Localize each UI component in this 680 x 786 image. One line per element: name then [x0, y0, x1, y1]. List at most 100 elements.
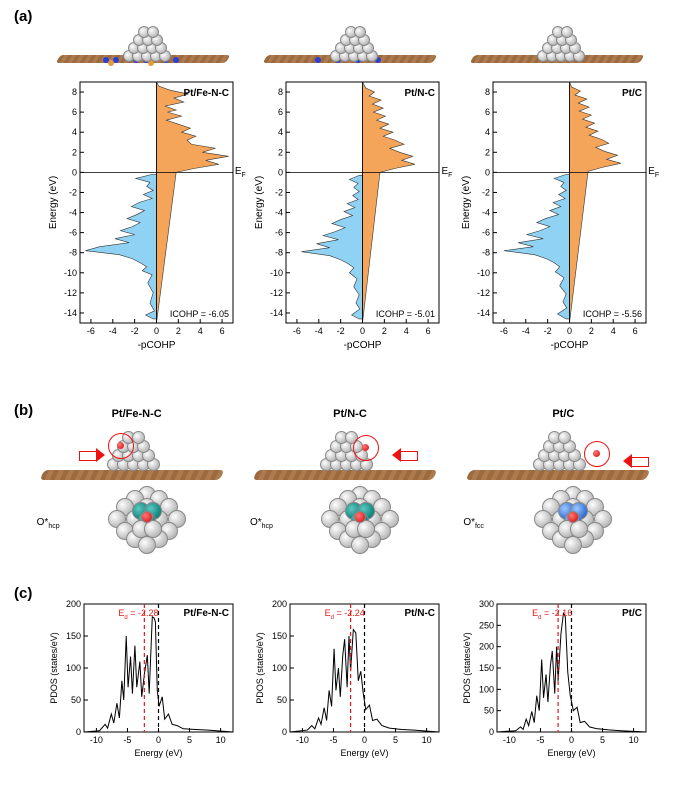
svg-text:-5: -5 [537, 735, 545, 745]
ef-label: EF [441, 166, 452, 179]
struct-a-2 [467, 20, 647, 70]
svg-text:100: 100 [272, 663, 287, 673]
row-cohp: -14-12-10-8-6-4-202468-6-4-20246Pt/Fe-N-… [40, 76, 660, 361]
svg-text:-14: -14 [477, 308, 490, 318]
svg-text:-8: -8 [69, 248, 77, 258]
svg-text:-10: -10 [296, 735, 309, 745]
svg-text:-4: -4 [482, 208, 490, 218]
figure-page: (a) (b) (c) -14-12-10-8-6-4-202468-6-4-2… [0, 0, 680, 786]
svg-text:Ed = -2.24: Ed = -2.24 [325, 608, 365, 621]
svg-text:0: 0 [76, 727, 81, 737]
svg-text:Energy (eV): Energy (eV) [48, 176, 59, 229]
svg-text:0: 0 [154, 326, 159, 336]
svg-text:Pt/N-C: Pt/N-C [405, 88, 436, 99]
struct-b-0: O*hcp [37, 420, 227, 540]
ef-label: EF [235, 166, 246, 179]
label-a: (a) [14, 8, 32, 25]
pdos-0: 050100150200-10-50510Pt/Fe-N-CEd = -2.28… [46, 598, 241, 763]
svg-text:0: 0 [72, 167, 77, 177]
svg-text:Pt/C: Pt/C [622, 88, 642, 99]
svg-text:6: 6 [426, 326, 431, 336]
svg-text:150: 150 [272, 631, 287, 641]
top-cluster [319, 488, 399, 558]
o-site-label: O*hcp [250, 517, 273, 530]
o-site-label: O*hcp [37, 517, 60, 530]
top-cluster [532, 488, 612, 558]
svg-text:10: 10 [629, 735, 639, 745]
svg-text:Ed = -2.16: Ed = -2.16 [532, 608, 572, 621]
svg-text:-10: -10 [90, 735, 103, 745]
struct-b-wrap-1: Pt/N-C O*hcp [250, 408, 450, 540]
cohp-2: -14-12-10-8-6-4-202468-6-4-20246Pt/CICOH… [459, 76, 654, 361]
svg-text:2: 2 [382, 326, 387, 336]
svg-text:6: 6 [633, 326, 638, 336]
svg-text:-2: -2 [275, 187, 283, 197]
svg-text:50: 50 [71, 695, 81, 705]
pdos-2: 050100150200250300-10-50510Pt/CEd = -2.1… [459, 598, 654, 763]
svg-text:-8: -8 [275, 248, 283, 258]
svg-text:8: 8 [72, 87, 77, 97]
title-b-2: Pt/C [463, 408, 663, 420]
title-b-0: Pt/Fe-N-C [37, 408, 237, 420]
svg-text:-4: -4 [522, 326, 530, 336]
svg-text:-6: -6 [87, 326, 95, 336]
svg-text:-8: -8 [482, 248, 490, 258]
svg-text:-5: -5 [330, 735, 338, 745]
row-pdos: 050100150200-10-50510Pt/Fe-N-CEd = -2.28… [40, 598, 660, 763]
svg-text:PDOS (states/eV): PDOS (states/eV) [255, 632, 265, 704]
svg-text:0: 0 [567, 326, 572, 336]
svg-text:-pCOHP: -pCOHP [137, 340, 175, 351]
svg-text:4: 4 [404, 326, 409, 336]
svg-text:0: 0 [489, 727, 494, 737]
svg-text:-2: -2 [482, 187, 490, 197]
svg-text:6: 6 [219, 326, 224, 336]
svg-text:Pt/Fe-N-C: Pt/Fe-N-C [183, 608, 229, 619]
svg-text:2: 2 [589, 326, 594, 336]
svg-text:200: 200 [66, 599, 81, 609]
svg-text:ICOHP = -5.56: ICOHP = -5.56 [583, 309, 642, 319]
svg-text:100: 100 [479, 684, 494, 694]
svg-text:0: 0 [156, 735, 161, 745]
cohp-0: -14-12-10-8-6-4-202468-6-4-20246Pt/Fe-N-… [46, 76, 241, 361]
svg-text:10: 10 [422, 735, 432, 745]
ef-label: EF [648, 166, 659, 179]
svg-text:0: 0 [278, 167, 283, 177]
svg-text:-10: -10 [477, 268, 490, 278]
svg-text:Energy (eV): Energy (eV) [548, 748, 596, 758]
svg-text:4: 4 [278, 127, 283, 137]
svg-text:100: 100 [66, 663, 81, 673]
pdos-1: 050100150200-10-50510Pt/N-CEd = -2.24PDO… [252, 598, 447, 763]
svg-text:150: 150 [66, 631, 81, 641]
svg-text:Pt/Fe-N-C: Pt/Fe-N-C [183, 88, 229, 99]
svg-text:-6: -6 [500, 326, 508, 336]
svg-text:ICOHP = -5.01: ICOHP = -5.01 [376, 309, 435, 319]
svg-text:0: 0 [282, 727, 287, 737]
top-cluster [106, 488, 186, 558]
svg-text:-6: -6 [482, 228, 490, 238]
svg-text:300: 300 [479, 599, 494, 609]
svg-text:10: 10 [215, 735, 225, 745]
svg-text:Energy (eV): Energy (eV) [341, 748, 389, 758]
svg-text:2: 2 [278, 147, 283, 157]
svg-text:Energy (eV): Energy (eV) [254, 176, 265, 229]
svg-text:Pt/N-C: Pt/N-C [405, 608, 436, 619]
svg-text:0: 0 [362, 735, 367, 745]
svg-text:-14: -14 [270, 308, 283, 318]
struct-b-wrap-0: Pt/Fe-N-C O*hcp [37, 408, 237, 540]
svg-text:-10: -10 [64, 268, 77, 278]
struct-b-wrap-2: Pt/C O*fcc [463, 408, 663, 540]
struct-b-1: O*hcp [250, 420, 440, 540]
svg-text:2: 2 [485, 147, 490, 157]
svg-text:-2: -2 [130, 326, 138, 336]
svg-text:5: 5 [394, 735, 399, 745]
svg-text:Energy (eV): Energy (eV) [134, 748, 182, 758]
svg-text:0: 0 [569, 735, 574, 745]
struct-b-2: O*fcc [463, 420, 653, 540]
svg-text:5: 5 [600, 735, 605, 745]
svg-text:5: 5 [187, 735, 192, 745]
struct-a-1 [260, 20, 440, 70]
cohp-1: -14-12-10-8-6-4-202468-6-4-20246Pt/N-CIC… [252, 76, 447, 361]
struct-a-0 [53, 20, 233, 70]
svg-text:-6: -6 [275, 228, 283, 238]
svg-text:0: 0 [360, 326, 365, 336]
